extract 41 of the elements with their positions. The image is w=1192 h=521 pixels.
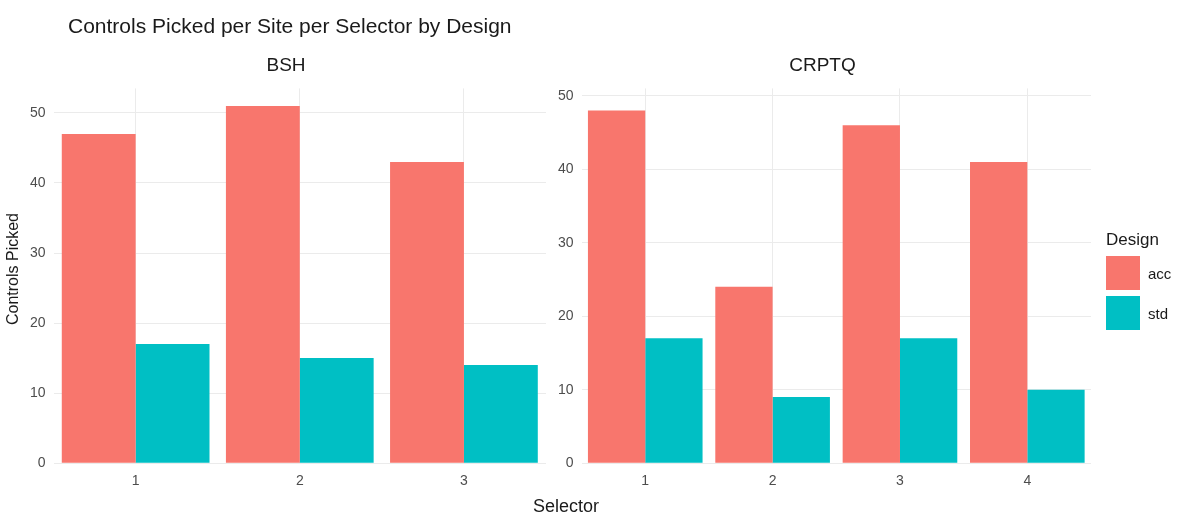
x-tick-label: 4 <box>1023 472 1032 489</box>
chart-subtitle: CRPTQ <box>788 54 857 76</box>
chart-title: Controls Picked per Site per Selector by Design <box>68 14 512 38</box>
y-tick-label: 20 <box>557 307 574 324</box>
bar <box>715 286 773 463</box>
x-axis-title: Selector <box>533 496 600 517</box>
y-tick-label: 50 <box>557 86 574 103</box>
y-tick-label: 20 <box>29 313 46 330</box>
y-tick-label: 0 <box>565 454 574 471</box>
x-tick-label: 1 <box>641 472 650 489</box>
bar <box>390 161 464 463</box>
legend-title: Design <box>1106 230 1160 250</box>
bar <box>645 338 703 463</box>
bar <box>970 161 1028 463</box>
bar <box>842 125 900 463</box>
y-tick-label: 10 <box>29 384 46 400</box>
y-tick-label: 40 <box>29 173 46 190</box>
bar <box>899 338 958 463</box>
y-tick-label: 0 <box>37 454 46 471</box>
x-tick-label: 1 <box>131 472 140 489</box>
bar <box>61 133 136 463</box>
bar <box>225 105 300 463</box>
bar <box>772 397 830 463</box>
y-tick-label: 50 <box>29 103 46 120</box>
y-tick-label: 30 <box>29 243 46 260</box>
bar <box>587 110 646 463</box>
x-tick-label: 3 <box>896 472 905 489</box>
bar <box>135 344 210 463</box>
y-axis-title: Controls Picked <box>4 212 22 328</box>
bar <box>299 358 374 463</box>
x-tick-label: 2 <box>295 472 304 489</box>
y-tick-label: 30 <box>557 233 574 250</box>
bar <box>1027 389 1085 463</box>
legend-label: acc <box>1148 264 1172 282</box>
y-tick-label: 40 <box>557 160 574 177</box>
x-tick-label: 2 <box>768 472 777 489</box>
chart-subtitle: BSH <box>265 54 307 76</box>
x-tick-label: 3 <box>460 472 469 489</box>
legend-label: std <box>1148 304 1169 322</box>
bar <box>463 365 538 463</box>
y-tick-label: 10 <box>557 380 574 397</box>
